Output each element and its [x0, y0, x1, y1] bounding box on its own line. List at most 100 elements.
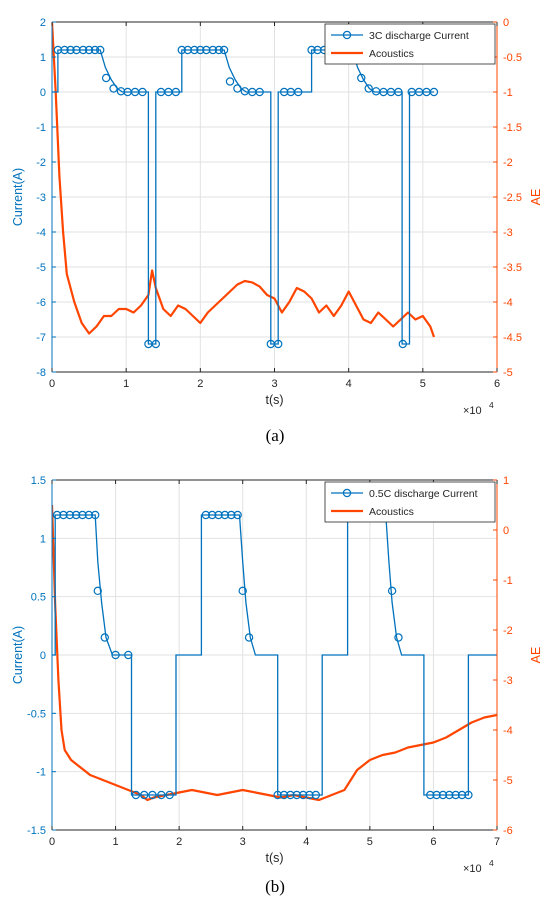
current-marker	[214, 45, 224, 55]
current-marker	[451, 790, 460, 800]
current-marker	[65, 510, 75, 520]
y-tick-label-left: 0.5	[31, 592, 46, 604]
y-tick-label-left: 1	[40, 52, 46, 64]
y-tick-label-right: -1.5	[503, 122, 522, 134]
current-marker	[438, 790, 448, 800]
current-marker	[124, 650, 133, 660]
legend-current-marker	[342, 488, 352, 498]
y-tick-label-left: -4	[36, 227, 46, 239]
y-tick-label-left: -3	[36, 192, 46, 204]
legend: 3C discharge Current Acoustics	[324, 23, 496, 65]
current-marker	[464, 790, 473, 800]
current-marker	[196, 45, 205, 55]
y-tick-label-left: -5	[36, 262, 46, 274]
current-marker	[165, 790, 174, 800]
current-marker	[111, 650, 120, 660]
current-marker	[305, 790, 314, 800]
current-marker	[138, 87, 147, 97]
x-exponent-power: 4	[489, 400, 494, 410]
current-marker	[294, 87, 303, 97]
current-marker	[131, 790, 141, 800]
current-marker	[71, 510, 81, 520]
current-marker	[52, 510, 62, 520]
acoustics-line	[52, 22, 436, 338]
current-marker	[457, 790, 467, 800]
y-tick-label-right: -4.5	[503, 332, 522, 344]
legend-acoustics-label: Acoustics	[369, 506, 414, 518]
current-marker	[151, 339, 161, 349]
current-marker	[171, 87, 181, 97]
y-tick-label-right: -5	[503, 775, 513, 787]
current-marker	[394, 87, 403, 97]
x-axis-label: t(s)	[265, 851, 283, 865]
y-tick-label-right: -2	[503, 157, 513, 169]
current-marker	[233, 84, 242, 93]
current-marker	[244, 633, 254, 642]
current-marker	[357, 73, 366, 83]
y-tick-label-left: -7	[36, 332, 46, 344]
current-marker	[394, 633, 403, 642]
current-line	[52, 514, 497, 796]
y-tick-label-right: -2	[503, 625, 513, 637]
current-marker	[298, 790, 308, 800]
x-tick-label: 1	[113, 836, 119, 848]
y-tick-label-left: 2	[40, 17, 46, 29]
y-axis-label-left: Current(A)	[11, 626, 25, 684]
current-marker	[148, 790, 157, 800]
x-axis-label: t(s)	[265, 393, 283, 407]
panel-label: (a)	[266, 426, 285, 445]
current-marker	[255, 87, 264, 97]
current-marker	[387, 586, 397, 596]
current-marker	[208, 45, 218, 55]
current-marker	[307, 45, 316, 55]
current-marker	[426, 790, 435, 800]
legend-box	[324, 23, 496, 65]
current-marker	[109, 84, 118, 93]
y-tick-label-left: 1.5	[31, 475, 46, 487]
current-marker	[139, 790, 149, 800]
current-marker	[93, 586, 102, 596]
current-marker	[84, 510, 94, 520]
y-tick-label-right: -3	[503, 227, 513, 239]
y-tick-label-right: -1	[503, 575, 513, 587]
x-tick-label: 6	[494, 378, 500, 390]
y-axis-label-left: Current(A)	[11, 168, 25, 226]
current-marker	[91, 510, 100, 520]
y-tick-label-right: -6	[503, 825, 513, 837]
x-tick-label: 7	[494, 836, 500, 848]
current-marker	[432, 790, 441, 800]
current-marker	[292, 790, 301, 800]
y-tick-label-right: -2.5	[503, 192, 522, 204]
current-marker	[364, 84, 373, 93]
x-exponent-label: ×10	[463, 863, 482, 875]
x-tick-label: 6	[430, 836, 436, 848]
current-marker	[227, 510, 236, 520]
y-tick-label-right: 0	[503, 525, 509, 537]
current-marker	[219, 45, 229, 55]
current-marker	[60, 45, 69, 55]
current-marker	[286, 790, 295, 800]
x-exponent-label: ×10	[463, 405, 482, 417]
legend-box	[324, 481, 496, 523]
acoustics-line	[52, 504, 497, 802]
current-marker	[225, 77, 235, 86]
current-marker	[273, 790, 282, 800]
y-tick-label-left: -1	[36, 122, 46, 134]
current-marker	[78, 510, 87, 520]
y-tick-label-right: 1	[503, 475, 509, 487]
x-tick-label: 3	[271, 378, 277, 390]
y-tick-label-right: -1	[503, 87, 513, 99]
chart-panel-2: 0 1 2 3 4 5 6 7 -1.5 -1 -0.5 0 0.5 1 1.5 -6 -5 -4 -3 -2 -1 0 1…	[11, 475, 543, 896]
chart-panel-1: 0 1 2 3 4 5 6 -8 -7 -6 -5 -4 -3 -2 -1 0 1 2 -5 -4.5 -4 -3.5 -3…	[11, 17, 543, 445]
y-axis-label-right: AE	[529, 189, 543, 206]
current-marker	[177, 45, 186, 55]
current-marker	[311, 790, 321, 800]
current-marker	[157, 790, 166, 800]
y-tick-label-left: -6	[36, 297, 46, 309]
y-tick-label-right: -0.5	[503, 52, 522, 64]
current-marker	[429, 87, 439, 97]
x-tick-label: 4	[303, 836, 309, 848]
legend-current-label: 3C discharge Current	[369, 30, 469, 42]
current-marker	[238, 586, 247, 596]
